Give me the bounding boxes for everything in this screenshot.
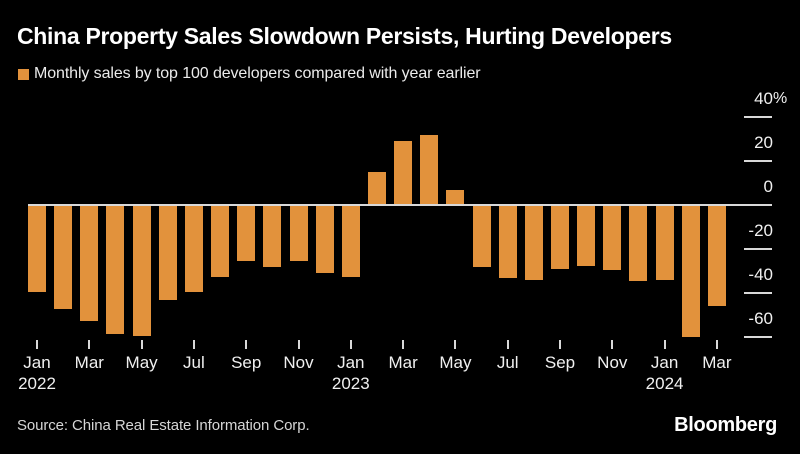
bar-oct-2022 (263, 205, 282, 268)
y-tick--20 (744, 248, 772, 250)
source-note: Source: China Real Estate Information Co… (17, 417, 310, 434)
y-tick-label-20: 20 (754, 134, 783, 152)
legend-label: Monthly sales by top 100 developers comp… (34, 65, 481, 82)
bar-jul-2022 (184, 205, 203, 293)
x-label-mar-14: Mar (388, 353, 418, 372)
bar-may-2023 (446, 190, 465, 205)
x-tick-sep-8 (245, 340, 248, 349)
x-label-jul-6: Jul (183, 353, 205, 372)
x-label-may-16: May (439, 353, 472, 372)
bar-nov-2023 (603, 205, 622, 271)
y-tick-label-40: 40% (754, 89, 788, 108)
y-tick-label--40: -40 (748, 266, 783, 284)
year-label-2022: 2022 (18, 374, 56, 393)
y-tick--60 (744, 336, 772, 338)
y-tick-number: 0 (763, 177, 773, 196)
y-tick-number: -20 (748, 221, 773, 240)
x-label-may-4: May (125, 353, 158, 372)
y-tick-number: 20 (754, 133, 773, 152)
x-label-nov-10: Nov (283, 353, 314, 372)
y-tick-label--20: -20 (748, 222, 783, 240)
x-tick-jan-2023 (349, 340, 352, 349)
year-label-2023: 2023 (331, 374, 370, 393)
bar-feb-2024 (681, 205, 700, 337)
x-tick-jan-2022 (36, 340, 38, 349)
x-label-jan-2023: Jan (337, 353, 365, 372)
x-tick-mar-14 (402, 340, 405, 349)
x-tick-nov-10 (297, 340, 300, 349)
x-tick-sep-20 (559, 340, 561, 349)
chart-title: China Property Sales Slowdown Persists, … (17, 23, 672, 49)
y-tick-20 (744, 160, 772, 162)
x-tick-jul-6 (192, 340, 195, 349)
zero-axis-line (28, 203, 772, 206)
y-tick--40 (744, 292, 772, 294)
legend: Monthly sales by top 100 developers comp… (18, 65, 481, 83)
bar-dec-2023 (629, 205, 648, 282)
x-tick-may-16 (454, 340, 457, 349)
x-label-mar-26: Mar (702, 353, 732, 372)
bar-apr-2022 (106, 205, 125, 334)
bar-jun-2022 (158, 205, 177, 300)
bar-aug-2023 (524, 205, 543, 280)
x-label-jul-18: Jul (496, 353, 519, 372)
bar-feb-2023 (367, 172, 386, 205)
y-tick-40 (744, 116, 772, 118)
x-label-jan-2022: Jan (23, 353, 51, 372)
bar-dec-2022 (315, 205, 334, 273)
x-label-nov-22: Nov (597, 353, 628, 372)
bar-jun-2023 (472, 205, 491, 267)
y-tick-label-0: 0 (764, 178, 783, 196)
bar-mar-2023 (394, 140, 413, 205)
bar-feb-2022 (54, 205, 73, 309)
bloomberg-logo: Bloomberg (674, 414, 777, 436)
x-label-mar-2: Mar (74, 353, 104, 372)
x-tick-jul-18 (506, 340, 509, 349)
x-tick-mar-26 (715, 340, 718, 349)
bar-sep-2022 (237, 205, 256, 261)
bar-sep-2023 (551, 205, 569, 270)
bar-nov-2022 (289, 205, 308, 262)
y-tick-suffix: % (773, 90, 788, 107)
bar-jan-2024 (655, 205, 674, 281)
bar-apr-2023 (420, 135, 439, 205)
bar-aug-2022 (211, 205, 230, 278)
y-tick-label--60: -60 (748, 310, 783, 328)
bar-may-2022 (132, 205, 151, 336)
x-tick-mar-2 (88, 340, 91, 349)
x-label-sep-20: Sep (544, 353, 576, 372)
x-tick-nov-22 (611, 340, 614, 349)
y-tick-number: -60 (748, 309, 773, 328)
x-label-sep-8: Sep (231, 353, 262, 372)
bar-mar-2022 (80, 205, 99, 321)
legend-swatch (18, 68, 29, 80)
x-tick-may-4 (140, 340, 143, 349)
bar-jul-2023 (498, 205, 517, 278)
y-tick-number: 40 (754, 89, 773, 108)
bar-jan-2022 (28, 205, 46, 293)
x-label-jan-2024: Jan (650, 353, 679, 372)
x-tick-jan-2024 (663, 340, 666, 349)
bar-mar-2024 (707, 205, 726, 306)
year-label-2024: 2024 (645, 374, 684, 393)
y-tick-number: -40 (748, 265, 773, 284)
bar-jan-2023 (341, 205, 360, 277)
bar-oct-2023 (577, 205, 596, 266)
